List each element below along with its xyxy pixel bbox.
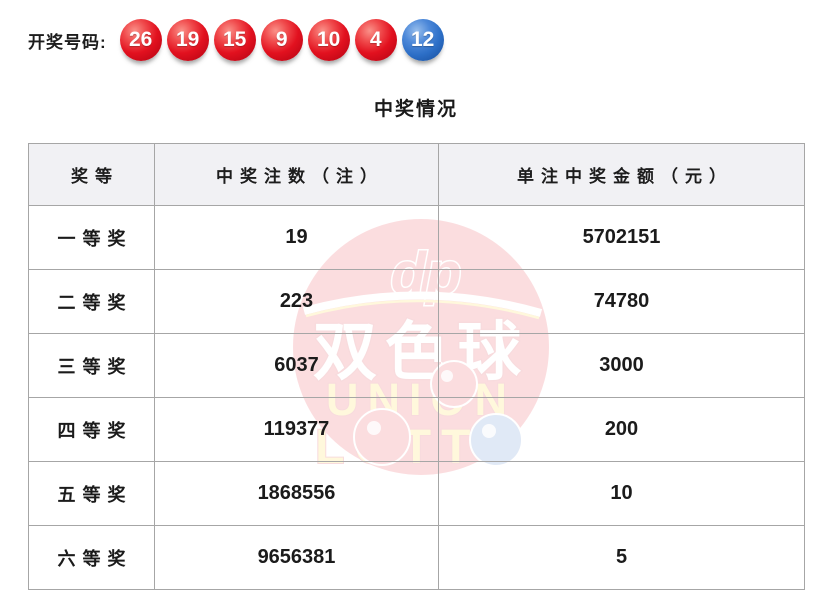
header-tier: 奖等	[28, 143, 155, 206]
section-title: 中奖情况	[373, 99, 458, 120]
table-row: 三等奖 6037 3000	[28, 333, 805, 398]
table-row: 四等奖 119377 200	[28, 397, 805, 462]
prize-table: 奖等 中奖注数（注） 单注中奖金额（元） 一等奖 19 5702151 二等奖 …	[28, 143, 805, 590]
red-ball-1: 26	[119, 19, 162, 61]
amount-cell: 200	[438, 397, 805, 462]
header-count: 中奖注数（注）	[154, 143, 439, 206]
red-ball-6: 4	[354, 19, 397, 61]
count-cell: 223	[154, 269, 439, 334]
blue-ball-1: 12	[401, 19, 444, 61]
red-ball-4: 9	[260, 19, 303, 61]
draw-numbers-label: 开奖号码:	[28, 32, 107, 52]
tier-cell: 三等奖	[28, 333, 155, 398]
count-cell: 119377	[154, 397, 439, 462]
tier-cell: 五等奖	[28, 461, 155, 526]
amount-cell: 5702151	[438, 205, 805, 270]
amount-cell: 5	[438, 525, 805, 590]
tier-cell: 四等奖	[28, 397, 155, 462]
tier-cell: 二等奖	[28, 269, 155, 334]
amount-cell: 10	[438, 461, 805, 526]
table-row: 一等奖 19 5702151	[28, 205, 805, 270]
red-ball-5: 10	[307, 19, 350, 61]
amount-cell: 3000	[438, 333, 805, 398]
table-row: 六等奖 9656381 5	[28, 525, 805, 590]
table-header-row: 奖等 中奖注数（注） 单注中奖金额（元）	[28, 143, 805, 206]
count-cell: 19	[154, 205, 439, 270]
red-ball-2: 19	[166, 19, 209, 61]
header-amount: 单注中奖金额（元）	[438, 143, 805, 206]
count-cell: 6037	[154, 333, 439, 398]
count-cell: 1868556	[154, 461, 439, 526]
amount-cell: 74780	[438, 269, 805, 334]
draw-numbers-row: 开奖号码: 26 19 15 9 10 4 12	[28, 16, 449, 64]
tier-cell: 六等奖	[28, 525, 155, 590]
table-row: 五等奖 1868556 10	[28, 461, 805, 526]
red-ball-3: 15	[213, 19, 256, 61]
tier-cell: 一等奖	[28, 205, 155, 270]
count-cell: 9656381	[154, 525, 439, 590]
table-row: 二等奖 223 74780	[28, 269, 805, 334]
